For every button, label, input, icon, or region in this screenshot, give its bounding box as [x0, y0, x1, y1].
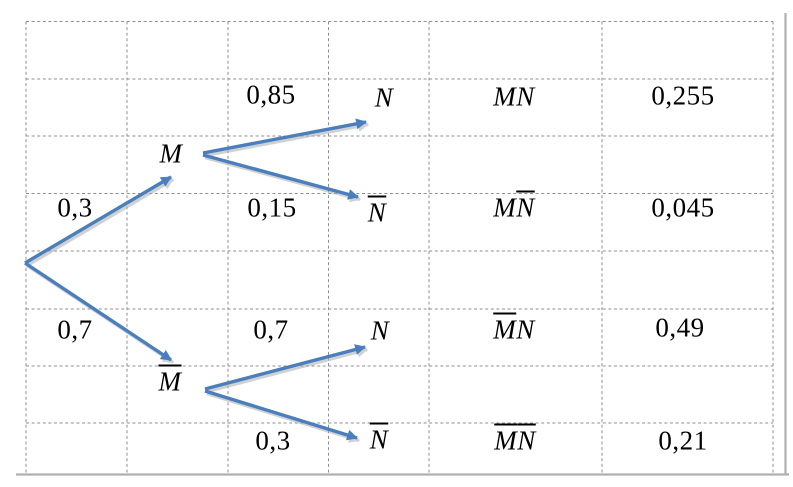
branch-prob-Mbar-Nbar: 0,3 — [255, 425, 291, 456]
outcome-prob-MN: 0,255 — [651, 80, 715, 111]
node-N-upper: N — [374, 82, 394, 113]
canvas-border-lines — [16, 13, 789, 476]
arrow-Mbar-to-N — [204, 344, 367, 391]
arrow-shadows — [26, 120, 370, 443]
branch-prob-Mbar-N: 0,7 — [253, 314, 289, 345]
branch-prob-M-N: 0,85 — [246, 79, 296, 110]
arrow-root-to-Mbar — [24, 261, 172, 362]
arrow-M-to-N — [202, 118, 368, 155]
node-N-lower: N — [370, 315, 390, 346]
outcome-MbarNbar: MN — [494, 425, 536, 456]
arrow-Mbar-to-Nbar — [204, 389, 359, 441]
node-Nbar-lower: N — [369, 424, 389, 455]
branch-prob-M: 0,3 — [57, 192, 93, 223]
branch-prob-M-Nbar: 0,15 — [247, 192, 297, 223]
outcome-MbarN: MN — [493, 314, 535, 345]
node-Nbar-upper: N — [367, 197, 387, 228]
node-M: M — [159, 138, 183, 169]
branch-prob-Mbar: 0,7 — [57, 314, 93, 345]
tree-arrows — [24, 118, 368, 441]
node-Mbar: M — [158, 366, 182, 397]
outcome-prob-MbarNbar: 0,21 — [658, 425, 708, 456]
outcome-prob-MbarN: 0,49 — [655, 312, 705, 343]
outcome-MNbar: MN — [493, 192, 535, 223]
arrow-M-to-Nbar — [202, 153, 360, 200]
arrow-root-to-M — [24, 175, 172, 265]
outcome-prob-MNbar: 0,045 — [651, 192, 715, 223]
outcome-MN: MN — [493, 81, 535, 112]
